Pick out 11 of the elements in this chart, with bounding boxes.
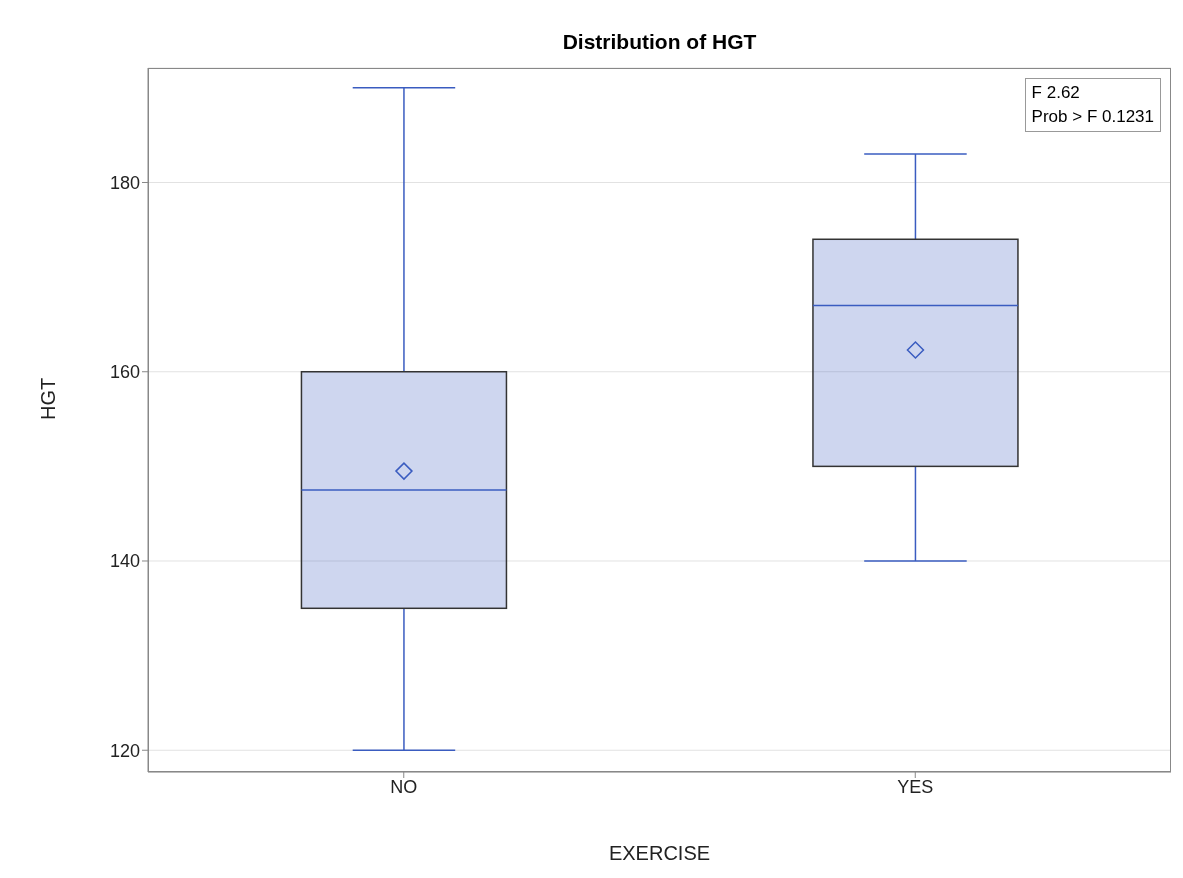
x-tick-label: NO — [390, 776, 418, 797]
y-tick-label: 120 — [109, 740, 140, 761]
y-tick-label: 160 — [109, 362, 140, 383]
y-tick-label: 140 — [109, 551, 140, 572]
chart-title: Distribution of HGT — [561, 30, 758, 54]
y-axis-title: HGT — [37, 377, 60, 420]
annotation: Prob > F 0.1231 — [1031, 106, 1154, 128]
annotation: F 2.62 — [1031, 82, 1081, 104]
x-tick-label: YES — [897, 776, 934, 797]
x-axis-title: EXERCISE — [608, 842, 711, 864]
y-tick-label: 180 — [109, 172, 140, 193]
